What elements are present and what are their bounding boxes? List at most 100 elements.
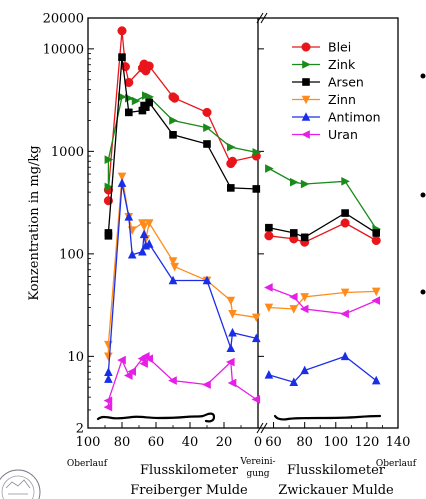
data-point <box>103 402 113 412</box>
data-point <box>142 103 150 111</box>
data-point <box>264 231 274 241</box>
series-arsen <box>104 53 381 242</box>
data-point <box>168 257 178 266</box>
series-antimon <box>104 178 381 386</box>
data-point <box>264 283 273 292</box>
data-point <box>169 116 178 125</box>
legend-item: Uran <box>292 127 358 142</box>
data-point <box>340 309 349 319</box>
legend-marker <box>301 42 311 52</box>
data-point <box>289 377 299 386</box>
data-point <box>300 179 310 189</box>
hand-drawn-curve-right <box>273 414 382 421</box>
y-tick-label: 20000 <box>43 12 84 27</box>
x-note-vereinigung-1: Vereini- <box>239 457 275 467</box>
legend-marker <box>302 78 310 86</box>
x-tick-label: 80 <box>114 435 131 450</box>
data-point <box>124 211 134 221</box>
data-point <box>104 229 113 237</box>
data-point <box>226 296 236 306</box>
data-point <box>144 239 154 248</box>
data-point <box>124 371 133 380</box>
data-point <box>104 155 114 164</box>
x-tick-label: 0 <box>254 435 262 450</box>
x-note-oberlauf-right: Oberlauf <box>376 459 417 469</box>
data-point <box>288 292 298 302</box>
x-tick-label: 60 <box>148 435 165 450</box>
data-point <box>341 177 350 186</box>
x-note-vereinigung-2: gung <box>246 469 269 479</box>
data-point <box>371 296 381 305</box>
data-point <box>127 249 137 259</box>
data-point <box>341 209 349 217</box>
data-point <box>131 96 141 106</box>
y-axis-title: Konzentration in mg/kg <box>27 145 42 300</box>
legend-item: Antimon <box>292 110 381 125</box>
series-line-zwickauer <box>268 167 377 230</box>
x-axis-title-zwickauer-2: Zwickauer Mulde <box>278 483 394 498</box>
data-point <box>104 374 113 383</box>
data-point <box>104 182 114 192</box>
series-uran <box>103 283 381 412</box>
legend-label: Blei <box>328 40 351 55</box>
data-point <box>251 395 261 404</box>
data-point <box>168 275 178 285</box>
x-axis-title-freiberger-2: Freiberger Mulde <box>130 483 248 498</box>
x-tick-label: 100 <box>76 435 101 450</box>
data-point <box>117 178 127 187</box>
legend-label: Zinn <box>328 92 356 107</box>
data-point <box>300 365 309 375</box>
data-point <box>227 184 235 192</box>
bullet-icon <box>420 192 426 198</box>
legend-item: Zinn <box>292 92 356 107</box>
legend-marker <box>301 95 311 105</box>
data-point <box>228 327 237 337</box>
data-point <box>103 396 113 405</box>
data-point <box>170 262 179 272</box>
bullet-icon <box>420 73 426 79</box>
x-axis-title-zwickauer-1: Flusskilometer <box>287 463 386 478</box>
data-point <box>169 131 177 139</box>
x-tick-label: 100 <box>323 435 348 450</box>
legend-label: Uran <box>328 127 358 142</box>
data-point <box>104 367 113 377</box>
data-point <box>139 229 149 239</box>
seal-emblem <box>5 479 31 495</box>
data-point <box>202 275 212 285</box>
x-tick-label: 80 <box>296 435 313 450</box>
x-tick-label: 60 <box>265 435 282 450</box>
data-point <box>118 53 126 61</box>
data-point <box>265 164 274 173</box>
x-tick-label: 20 <box>216 435 233 450</box>
series-line-zwickauer <box>268 355 377 383</box>
data-point <box>227 156 238 166</box>
data-point <box>144 61 154 71</box>
legend-label: Zink <box>328 57 356 72</box>
data-point <box>227 142 236 152</box>
data-point <box>264 370 274 379</box>
data-point <box>117 172 127 182</box>
data-point <box>299 304 309 314</box>
y-tick-label: 10000 <box>43 42 84 57</box>
y-tick-label: 10 <box>67 350 84 365</box>
legend: Blei Zink Arsen Zinn Antimon Uran <box>292 40 381 142</box>
data-series <box>103 26 382 412</box>
data-point <box>117 355 126 365</box>
x-tick-label: 120 <box>354 435 379 450</box>
data-point <box>340 218 350 228</box>
data-point <box>104 340 113 350</box>
data-point <box>228 310 237 319</box>
data-point <box>371 287 381 297</box>
data-point <box>226 343 236 353</box>
data-point <box>300 233 309 242</box>
data-point <box>300 293 309 302</box>
legend-item: Arsen <box>292 75 364 90</box>
x-axis-title-freiberger-1: Flusskilometer <box>140 463 239 478</box>
data-point <box>203 123 212 133</box>
data-point <box>118 92 127 102</box>
data-point <box>202 107 212 117</box>
seal-icon <box>0 469 41 499</box>
data-point <box>104 352 113 362</box>
